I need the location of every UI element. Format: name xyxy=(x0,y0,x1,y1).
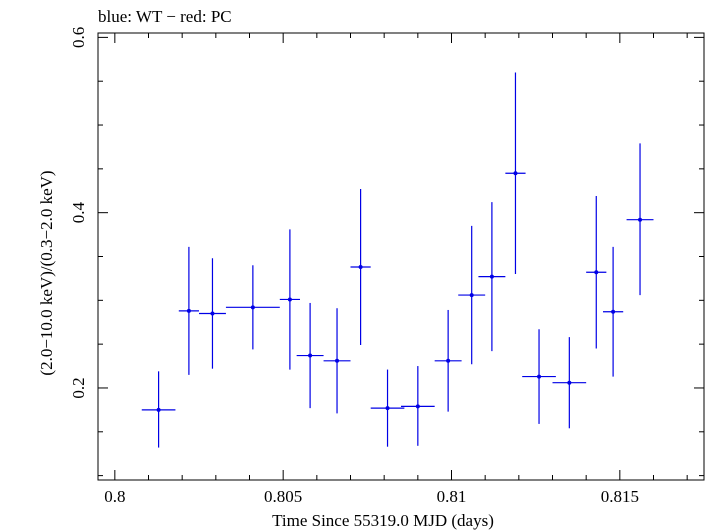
data-point-group xyxy=(401,366,435,446)
data-point xyxy=(385,406,390,411)
x-axis-label: Time Since 55319.0 MJD (days) xyxy=(272,511,494,530)
data-point xyxy=(594,270,599,275)
data-series xyxy=(141,72,654,448)
data-point xyxy=(335,358,340,363)
data-point-group xyxy=(178,246,199,375)
data-point xyxy=(186,308,191,313)
y-tick-label: 0.6 xyxy=(69,27,88,48)
data-point-group xyxy=(225,265,280,350)
data-point-group xyxy=(141,371,176,448)
axis-ticks: 0.8 0.805 0.81 0.815 0.2 0.4 0.6 xyxy=(69,27,704,506)
data-point-group xyxy=(458,225,486,365)
data-point-group xyxy=(296,302,324,409)
y-axis-label: (2.0−10.0 keV)/(0.3−2.0 keV) xyxy=(37,170,56,375)
data-point xyxy=(287,297,292,302)
data-point xyxy=(537,374,542,379)
data-point-group xyxy=(350,189,371,346)
x-tick-label: 0.81 xyxy=(437,487,467,506)
data-point xyxy=(210,311,215,316)
x-tick-label: 0.805 xyxy=(264,487,302,506)
data-point-group xyxy=(522,329,556,424)
data-point xyxy=(469,293,474,298)
data-point-group xyxy=(199,258,226,369)
data-point xyxy=(358,265,363,270)
data-point xyxy=(513,171,518,176)
data-point-group xyxy=(370,369,405,447)
y-tick-label: 0.2 xyxy=(69,377,88,398)
data-point xyxy=(250,305,255,310)
x-tick-label: 0.8 xyxy=(104,487,125,506)
y-tick-label: 0.4 xyxy=(69,202,88,224)
data-point-group xyxy=(603,246,624,377)
data-point xyxy=(611,309,616,314)
data-point-group xyxy=(552,337,587,429)
data-point xyxy=(446,358,451,363)
data-point-group xyxy=(478,202,506,352)
data-point xyxy=(638,217,643,222)
data-point-group xyxy=(434,309,462,412)
data-point xyxy=(567,380,572,385)
data-point xyxy=(308,353,313,358)
data-point-group xyxy=(505,72,526,275)
data-point-group xyxy=(323,308,351,414)
data-point xyxy=(156,407,161,412)
data-point-group xyxy=(586,196,607,349)
data-point-group xyxy=(626,143,654,296)
data-point xyxy=(489,274,494,279)
chart-title: blue: WT − red: PC xyxy=(98,7,232,26)
data-point xyxy=(415,404,420,409)
x-tick-label: 0.815 xyxy=(601,487,639,506)
data-point-group xyxy=(279,229,300,370)
